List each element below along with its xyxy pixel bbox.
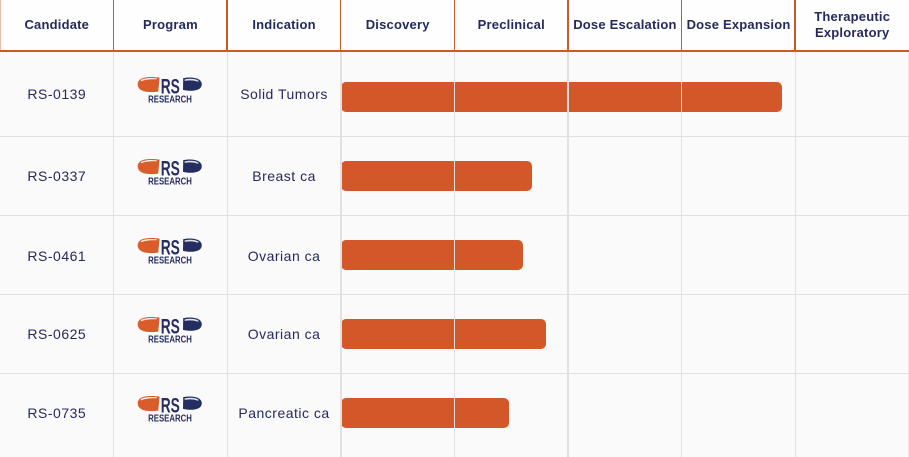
svg-text:RESEARCH: RESEARCH — [148, 412, 192, 422]
svg-text:RESEARCH: RESEARCH — [148, 333, 192, 343]
svg-text:RESEARCH: RESEARCH — [148, 175, 192, 185]
svg-text:RESEARCH: RESEARCH — [148, 94, 192, 104]
svg-text:RS: RS — [161, 157, 180, 180]
svg-text:RS: RS — [161, 76, 180, 99]
svg-text:RESEARCH: RESEARCH — [148, 254, 192, 264]
svg-text:RS: RS — [161, 394, 180, 417]
svg-text:RS: RS — [161, 315, 180, 338]
svg-text:RS: RS — [161, 236, 180, 259]
